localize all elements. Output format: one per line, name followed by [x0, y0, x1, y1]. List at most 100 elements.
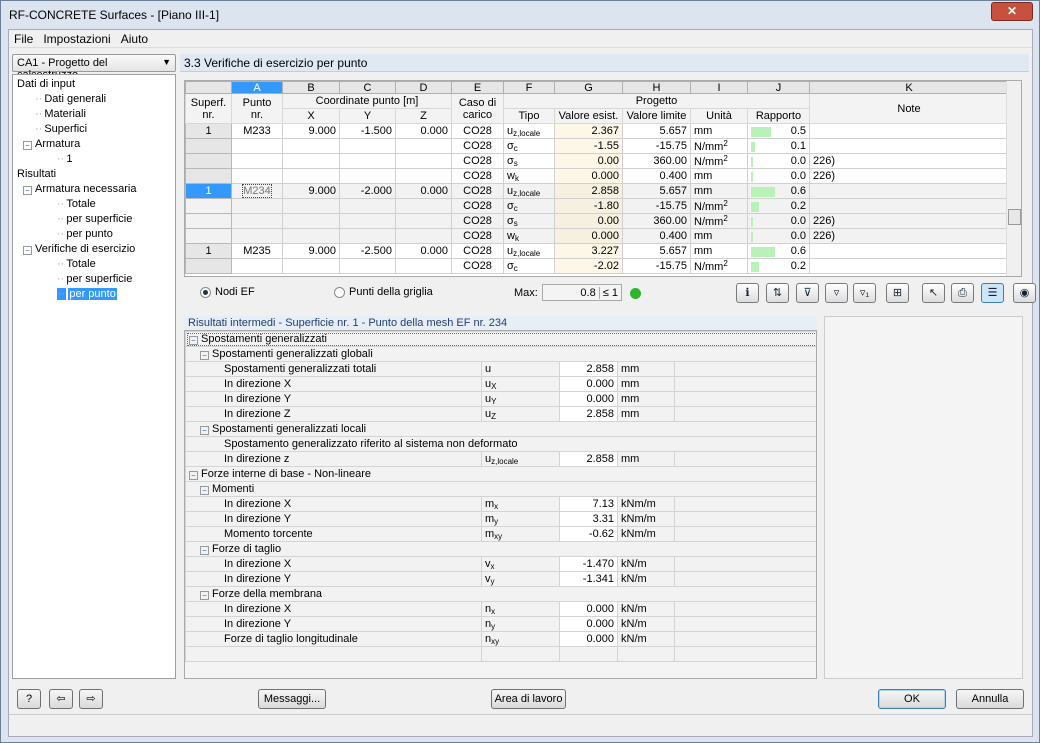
collapse-icon[interactable]: − — [200, 591, 209, 600]
column-letter-j[interactable]: J — [747, 81, 810, 94]
tree-item[interactable]: ·· Superfici — [13, 122, 175, 137]
row-header[interactable] — [185, 198, 232, 214]
table-row[interactable]: CO28 wk 0.000 0.400 mm 0.0 226) — [185, 168, 1009, 184]
group-row[interactable]: − Forze della membrana — [185, 586, 816, 602]
menu-file[interactable]: File — [14, 32, 34, 46]
select-pick-button[interactable]: ↖ — [922, 283, 945, 303]
bar-chart-button[interactable]: ☰ — [981, 283, 1004, 303]
value: 2.858 — [559, 361, 618, 377]
column-letter-e[interactable]: E — [451, 81, 504, 94]
grid-scrollbar[interactable] — [1006, 81, 1021, 276]
row-header[interactable] — [185, 213, 232, 229]
collapse-icon[interactable]: − — [23, 186, 32, 195]
export-button[interactable]: ⇨ — [79, 689, 103, 709]
column-letter-k[interactable]: K — [809, 81, 1009, 94]
tree-item-label: Materiali — [44, 108, 86, 120]
tree-item[interactable]: ·· per punto — [13, 227, 175, 242]
help-button[interactable]: ? — [17, 689, 41, 709]
ok-button[interactable]: OK — [878, 689, 946, 709]
collapse-icon[interactable]: − — [189, 471, 198, 480]
column-letter-b[interactable]: B — [282, 81, 340, 94]
filter-off-button[interactable]: ▿ — [825, 283, 848, 303]
tree-item-label: Totale — [66, 198, 96, 210]
column-letter-f[interactable]: F — [503, 81, 555, 94]
messaggi-button[interactable]: Messaggi... — [258, 689, 326, 709]
row-header[interactable] — [185, 168, 232, 184]
tree-item[interactable]: ·· 1 — [13, 152, 175, 167]
close-button[interactable]: ✕ — [991, 2, 1033, 21]
row-header[interactable]: 1 — [185, 123, 232, 139]
collapse-icon[interactable]: − — [189, 336, 198, 345]
row-header[interactable] — [185, 228, 232, 244]
menu-impostazioni[interactable]: Impostazioni — [43, 32, 111, 46]
area-di-lavoro-button[interactable]: Area di lavoro — [491, 689, 566, 709]
group-row[interactable]: − Spostamenti generalizzati globali — [185, 346, 816, 362]
tree-item[interactable]: − Verifiche di esercizio — [13, 242, 175, 257]
collapse-icon[interactable]: − — [200, 546, 209, 555]
table-row[interactable]: CO28 σc -1.55 -15.75 N/mm2 0.1 — [185, 138, 1009, 154]
tree-item[interactable]: ·· per punto — [13, 287, 175, 302]
group-row[interactable]: − Forze di taglio — [185, 541, 816, 557]
column-letter-g[interactable]: G — [554, 81, 623, 94]
row-header[interactable] — [185, 258, 232, 274]
cell-punto: M235 — [231, 243, 283, 259]
row-header[interactable] — [185, 153, 232, 169]
collapse-icon[interactable]: − — [23, 141, 32, 150]
table-row[interactable]: CO28 σs 0.00 360.00 N/mm2 0.0 226) — [185, 213, 1009, 229]
column-letter-h[interactable]: H — [622, 81, 691, 94]
ratio-bar — [751, 172, 753, 182]
group-row[interactable]: − Spostamenti generalizzati — [185, 331, 816, 347]
eye-button[interactable]: ◉ — [1013, 283, 1036, 303]
table-row[interactable]: CO28 σc -2.02 -15.75 N/mm2 0.2 — [185, 258, 1009, 274]
symbol-base: m — [485, 512, 495, 525]
column-letter-a[interactable]: A — [231, 81, 283, 94]
row-header[interactable]: 1 — [185, 243, 232, 259]
tree-item[interactable]: Risultati — [13, 167, 175, 182]
tree-item[interactable]: ·· per superficie — [13, 212, 175, 227]
radio-nodi-ef[interactable]: Nodi EF — [200, 286, 255, 298]
menu-aiuto[interactable]: Aiuto — [120, 32, 149, 46]
tree-item[interactable]: ·· Totale — [13, 257, 175, 272]
tree-item[interactable]: ·· Dati generali — [13, 92, 175, 107]
table-row[interactable]: CO28 σc -1.80 -15.75 N/mm2 0.2 — [185, 198, 1009, 214]
group-row[interactable]: − Spostamenti generalizzati locali — [185, 421, 816, 437]
case-select[interactable]: CA1 - Progetto del calcestruzzo ▼ — [12, 54, 176, 81]
radio-punti-griglia[interactable]: Punti della griglia — [334, 286, 433, 298]
table-row[interactable]: CO28 wk 0.000 0.400 mm 0.0 226) — [185, 228, 1009, 244]
collapse-icon[interactable]: − — [200, 486, 209, 495]
annulla-button[interactable]: Annulla — [956, 689, 1024, 709]
tree-item[interactable]: − Armatura necessaria — [13, 182, 175, 197]
punto-value: M235 — [243, 245, 271, 257]
filter-greater-button[interactable]: ▿₁ — [853, 283, 876, 303]
group-row[interactable]: − Forze interne di base - Non-lineare — [185, 466, 816, 482]
binoculars-button[interactable]: ⊞ — [886, 283, 909, 303]
group-row[interactable]: − Momenti — [185, 481, 816, 497]
tree-item[interactable]: ·· Materiali — [13, 107, 175, 122]
row-header[interactable]: 1 — [185, 183, 232, 199]
table-row[interactable]: CO28 σs 0.00 360.00 N/mm2 0.0 226) — [185, 153, 1009, 169]
tree-item[interactable]: ·· per superficie — [13, 272, 175, 287]
tipo-subscript: c — [513, 203, 518, 213]
info-button[interactable]: ℹ — [736, 283, 759, 303]
table-row[interactable]: 1 M234 9.000 -2.000 0.000 CO28 uz,locale 2.858 5… — [185, 183, 1009, 199]
table-row[interactable]: 1 M233 9.000 -1.500 0.000 CO28 uz,locale 2.367 5… — [185, 123, 1009, 139]
table-row[interactable]: 1 M235 9.000 -2.500 0.000 CO28 uz,locale 3.227 5… — [185, 243, 1009, 259]
sort-button[interactable]: ⇅ — [766, 283, 789, 303]
collapse-icon[interactable]: − — [200, 426, 209, 435]
column-letter-i[interactable]: I — [690, 81, 748, 94]
cell-tipo: σs — [503, 153, 555, 169]
column-letter-c[interactable]: C — [339, 81, 396, 94]
print-button[interactable]: ⎙ — [951, 283, 974, 303]
tree-item[interactable]: ·· Totale — [13, 197, 175, 212]
scrollbar-thumb[interactable] — [1008, 209, 1021, 225]
collapse-icon[interactable]: − — [200, 351, 209, 360]
row-header[interactable] — [185, 138, 232, 154]
column-letter-d[interactable]: D — [395, 81, 452, 94]
header-z: Z — [395, 108, 452, 124]
import-button[interactable]: ⇦ — [49, 689, 73, 709]
collapse-icon[interactable]: − — [23, 246, 32, 255]
tree-item[interactable]: Dati di input — [13, 77, 175, 92]
filter-button[interactable]: ⊽ — [796, 283, 819, 303]
tree-item[interactable]: − Armatura — [13, 137, 175, 152]
unit: mm — [617, 406, 675, 422]
